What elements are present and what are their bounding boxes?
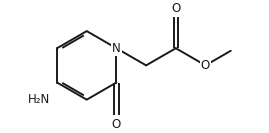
Text: O: O bbox=[201, 59, 210, 72]
Text: O: O bbox=[171, 2, 180, 15]
Text: N: N bbox=[112, 42, 121, 55]
Text: H₂N: H₂N bbox=[27, 93, 50, 106]
Text: O: O bbox=[112, 118, 121, 131]
